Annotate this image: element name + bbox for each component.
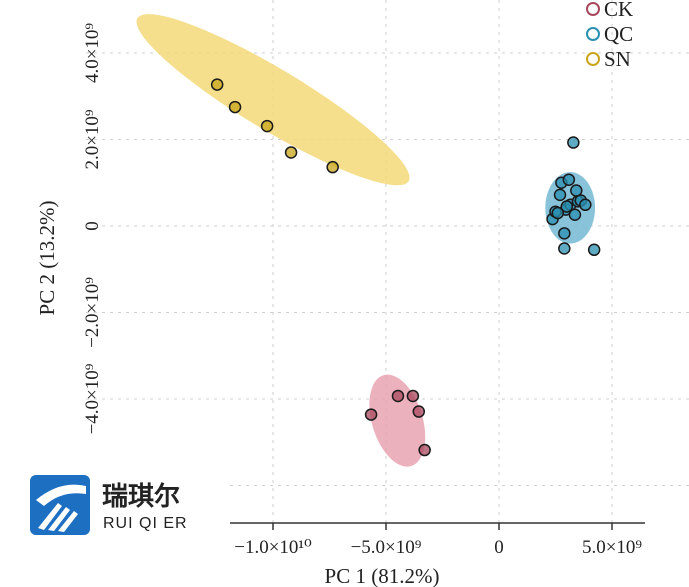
x-axis-ticks: −1.0×10¹⁰ −5.0×10⁹ 0 5.0×10⁹ — [234, 523, 642, 558]
y-tick-label-3: −2.0×10⁹ — [82, 277, 103, 348]
company-logo: 瑞琪尔 RUI QI ER — [30, 475, 188, 535]
y-axis-ticks: 4.0×10⁹ 2.0×10⁹ 0 −2.0×10⁹ −4.0×10⁹ — [82, 23, 103, 435]
y-tick-label-1: 2.0×10⁹ — [82, 109, 103, 169]
x-tick-label-2: 0 — [494, 537, 504, 558]
point-sn-4 — [326, 160, 339, 174]
point-sn-2 — [260, 119, 274, 133]
legend-marker-sn — [586, 52, 600, 66]
logo-stripes-icon — [38, 503, 78, 532]
point-ck-3 — [412, 405, 426, 418]
logo-wing-icon — [36, 484, 86, 506]
point-qc-7 — [562, 173, 576, 186]
point-ck-0 — [364, 408, 378, 421]
point-ck-2 — [406, 389, 420, 403]
point-qc-9 — [567, 136, 580, 149]
y-tick-label-2: 0 — [82, 221, 103, 231]
point-ck-4 — [418, 443, 431, 457]
legend-marker-ck — [586, 2, 600, 16]
logo-english-name: RUI QI ER — [103, 515, 188, 532]
point-qc-14 — [579, 198, 592, 212]
legend-marker-qc — [586, 27, 600, 41]
y-tick-label-0: 4.0×10⁹ — [82, 23, 103, 83]
legend-label-qc: QC — [604, 22, 633, 46]
y-axis-title: PC 2 (13.2%) — [35, 201, 59, 316]
point-sn-3 — [284, 146, 298, 159]
confidence-ellipses — [136, 14, 596, 467]
point-qc-16 — [551, 206, 565, 220]
x-tick-label-1: −5.0×10⁹ — [351, 537, 422, 558]
x-tick-label-3: 5.0×10⁹ — [582, 537, 642, 558]
legend-label-sn: SN — [604, 47, 631, 71]
ellipse-sn — [136, 14, 410, 186]
x-axis-title: PC 1 (81.2%) — [325, 564, 440, 587]
point-qc-10 — [568, 208, 582, 222]
point-sn-1 — [228, 100, 242, 114]
data-points — [210, 78, 601, 457]
point-sn-0 — [210, 78, 224, 91]
point-qc-4 — [558, 227, 571, 240]
y-tick-label-4: −4.0×10⁹ — [82, 363, 103, 434]
logo-chinese-name: 瑞琪尔 — [102, 481, 180, 512]
point-qc-5 — [558, 242, 571, 255]
x-tick-label-0: −1.0×10¹⁰ — [234, 537, 312, 558]
point-qc-17 — [560, 200, 574, 213]
point-ck-1 — [391, 389, 405, 403]
point-qc-15 — [587, 243, 601, 257]
legend-label-ck: CK — [604, 0, 633, 21]
point-qc-2 — [553, 188, 567, 202]
